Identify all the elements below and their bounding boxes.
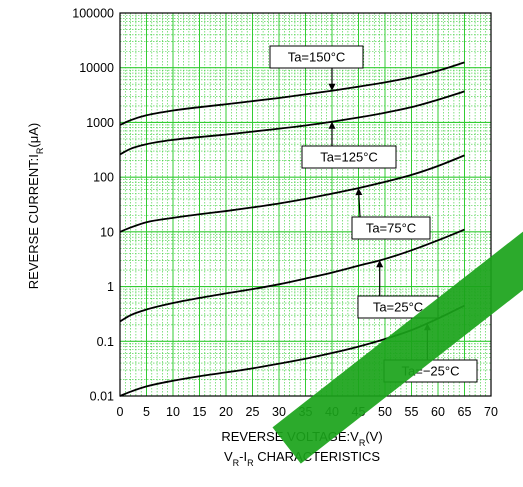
y-tick-label: 10 <box>100 225 114 239</box>
y-axis-label: REVERSE CURRENT:IR(μA) <box>26 123 45 289</box>
plot-border <box>119 12 492 397</box>
callout-2: Ta=125°C <box>301 121 397 169</box>
callout-box <box>351 216 431 240</box>
y-tick-label: 10000 <box>79 61 114 75</box>
callout-box <box>269 45 364 69</box>
y-tick-label: 1 <box>107 280 114 294</box>
x-tick-label: 50 <box>378 405 392 419</box>
x-tick-label: 20 <box>219 405 233 419</box>
callout-box <box>301 145 397 169</box>
y-tick-label: 0.1 <box>97 335 114 349</box>
callout-label: Ta=75°C <box>366 221 416 236</box>
x-tick-label: 70 <box>484 405 498 419</box>
arrow-head-icon <box>328 83 336 91</box>
x-tick-label: 60 <box>431 405 445 419</box>
y-tick-label: 100000 <box>72 7 114 21</box>
callout-label: Ta=25°C <box>373 300 423 315</box>
x-tick-label: 5 <box>143 405 150 419</box>
callout-1: Ta=150°C <box>269 45 364 91</box>
series-line-1 <box>119 61 465 126</box>
callout-3: Ta=75°C <box>351 188 431 240</box>
y-ticks: 0.01 0.1 1 10 100 1000 10000 100000 <box>72 7 114 404</box>
callout-label: Ta=125°C <box>320 150 378 165</box>
series-line-2 <box>119 90 465 156</box>
x-tick-label: 10 <box>166 405 180 419</box>
arrow-head-icon <box>376 260 384 268</box>
watermark-shape <box>272 218 523 464</box>
chart-subtitle: VR-IR CHARACTERISTICS <box>224 449 380 468</box>
callout-label: Ta=150°C <box>288 50 346 65</box>
y-tick-label: 0.01 <box>90 390 114 404</box>
series-line-4 <box>119 228 465 323</box>
x-tick-label: 15 <box>193 405 207 419</box>
y-tick-label: 100 <box>93 171 114 185</box>
x-tick-label: 30 <box>272 405 286 419</box>
arrow-head-icon <box>355 188 363 196</box>
series-line-3 <box>119 154 465 233</box>
arrow-head-icon <box>328 121 336 129</box>
x-tick-label: 55 <box>405 405 419 419</box>
x-tick-label: 0 <box>117 405 124 419</box>
y-tick-label: 1000 <box>86 116 114 130</box>
x-tick-label: 25 <box>246 405 260 419</box>
x-tick-label: 65 <box>458 405 472 419</box>
plot-frame <box>119 12 492 397</box>
